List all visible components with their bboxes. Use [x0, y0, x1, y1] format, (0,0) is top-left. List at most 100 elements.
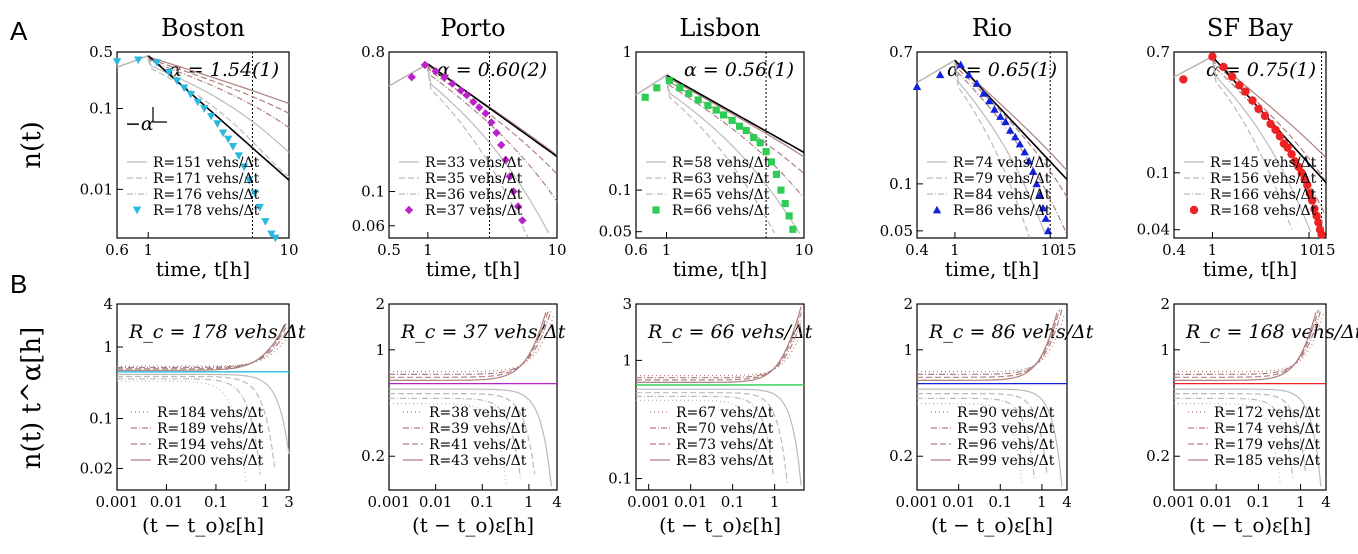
legend-entry: R=156 vehs/Δt [1210, 171, 1317, 187]
alpha-annotation: α = 1.54(1) [169, 59, 279, 81]
legend-entry: R=41 vehs/Δt [429, 437, 527, 453]
data-point [228, 143, 238, 151]
data-point [234, 152, 244, 160]
legend-entry: R=194 vehs/Δt [157, 437, 264, 453]
scaling-curve-below [636, 392, 788, 484]
x-tick-label: 0.1 [204, 493, 228, 511]
rc-annotation: R_c = 66 vehs/Δt [647, 321, 813, 343]
data-point [1011, 132, 1020, 141]
data-point [218, 129, 228, 138]
legend-entry: R=168 vehs/Δt [1210, 203, 1317, 219]
legend-marker [652, 206, 660, 214]
x-axis-label: (t − t_o)ε[h] [142, 513, 264, 537]
power-law-fit [666, 74, 805, 154]
x-axis-label: time, t[h] [945, 257, 1039, 281]
data-point [1266, 119, 1275, 129]
x-axis-label: time, t[h] [673, 257, 767, 281]
x-tick-label: 0.01 [1199, 493, 1232, 511]
data-point [736, 122, 744, 130]
data-point [518, 216, 527, 225]
data-point [1317, 230, 1326, 239]
data-point [186, 90, 195, 99]
data-point [1275, 132, 1285, 141]
y-tick-label: 1 [103, 338, 113, 356]
data-point [250, 189, 259, 198]
legend-entry: R=145 vehs/Δt [1210, 155, 1317, 171]
scaling-curve-above [636, 306, 802, 383]
data-point [267, 230, 276, 239]
data-point [244, 176, 254, 185]
x-axis-label: (t − t_o)ε[h] [931, 513, 1053, 537]
x-tick-label: 0.1 [988, 493, 1012, 511]
x-tick-label: 0.01 [150, 493, 183, 511]
chart-title: SF Bay [1207, 14, 1294, 42]
data-point [420, 60, 430, 70]
alpha-annotation: α = 0.56(1) [684, 59, 794, 81]
y-tick-label: 0.06 [352, 217, 385, 235]
power-law-fit [147, 55, 290, 181]
y-tick-label: 0.04 [1137, 221, 1170, 239]
x-axis-label: (t − t_o)ε[h] [412, 513, 534, 537]
x-tick-label: 0.1 [1246, 493, 1270, 511]
data-point [179, 84, 189, 93]
panel-b-frame [916, 303, 1068, 491]
x-tick-label: 10 [1041, 241, 1060, 259]
scaling-curve-below [117, 380, 247, 482]
legend-entry: R=67 vehs/Δt [676, 405, 774, 421]
legend-entry: R=96 vehs/Δt [957, 437, 1055, 453]
data-point [1179, 75, 1188, 84]
simulation-curve [388, 63, 558, 202]
legend-entry: R=74 vehs/Δt [953, 155, 1051, 171]
x-tick-label: 0.001 [896, 493, 939, 511]
x-axis-label: time, t[h] [426, 257, 520, 281]
x-tick-label: 0.6 [624, 241, 648, 259]
data-point [1297, 168, 1306, 178]
data-point [694, 96, 702, 104]
x-tick-label: 0.4 [1162, 241, 1186, 259]
data-point [1312, 211, 1321, 221]
chart-title: Rio [972, 14, 1012, 42]
x-tick-label: 1 [143, 241, 153, 259]
y-tick-label: 0.1 [608, 181, 632, 199]
y-tick-label: 0.05 [599, 223, 632, 241]
data-point [728, 116, 736, 124]
data-point [1015, 139, 1025, 148]
panel-b-frame [388, 303, 558, 491]
data-point [271, 234, 280, 243]
scaling-curve-above [1174, 309, 1319, 378]
data-point [134, 56, 143, 65]
x-tick-label: 1 [524, 493, 534, 511]
data-point [676, 84, 684, 92]
x-tick-label: 15 [1316, 241, 1335, 259]
legend-entry: R=184 vehs/Δt [157, 405, 264, 421]
legend-entry: R=93 vehs/Δt [957, 421, 1055, 437]
scaling-curve-above [117, 338, 287, 367]
x-tick-label: 1 [1296, 493, 1306, 511]
y-tick-label: 3 [622, 295, 632, 313]
slope-marker [152, 107, 167, 123]
scaling-curve-above [917, 313, 1066, 373]
simulation-curve [1173, 55, 1293, 230]
scaling-curve-below [636, 395, 774, 475]
scaling-curve-above [1174, 313, 1325, 373]
legend-entry: R=200 vehs/Δt [157, 453, 264, 469]
x-tick-label: 1 [950, 241, 960, 259]
simulation-curve [916, 59, 1031, 238]
legend-entry: R=39 vehs/Δt [429, 421, 527, 437]
panel-b-frame [116, 303, 290, 491]
data-point [1005, 126, 1015, 134]
data-point [1028, 167, 1038, 175]
x-tick-label: 10 [279, 241, 298, 259]
rc-annotation: R_c = 86 vehs/Δt [928, 321, 1094, 343]
data-point [985, 96, 994, 105]
scaling-curve-below [389, 393, 536, 475]
scaling-curve-above [117, 323, 287, 371]
y-tick-label: 0.1 [889, 175, 913, 193]
data-point [685, 90, 693, 98]
data-point [152, 59, 161, 67]
data-point [164, 68, 174, 77]
data-point [239, 163, 249, 172]
y-tick-label: 0.1 [89, 100, 113, 118]
legend-entry: R=90 vehs/Δt [957, 405, 1055, 421]
data-point [1235, 81, 1244, 90]
